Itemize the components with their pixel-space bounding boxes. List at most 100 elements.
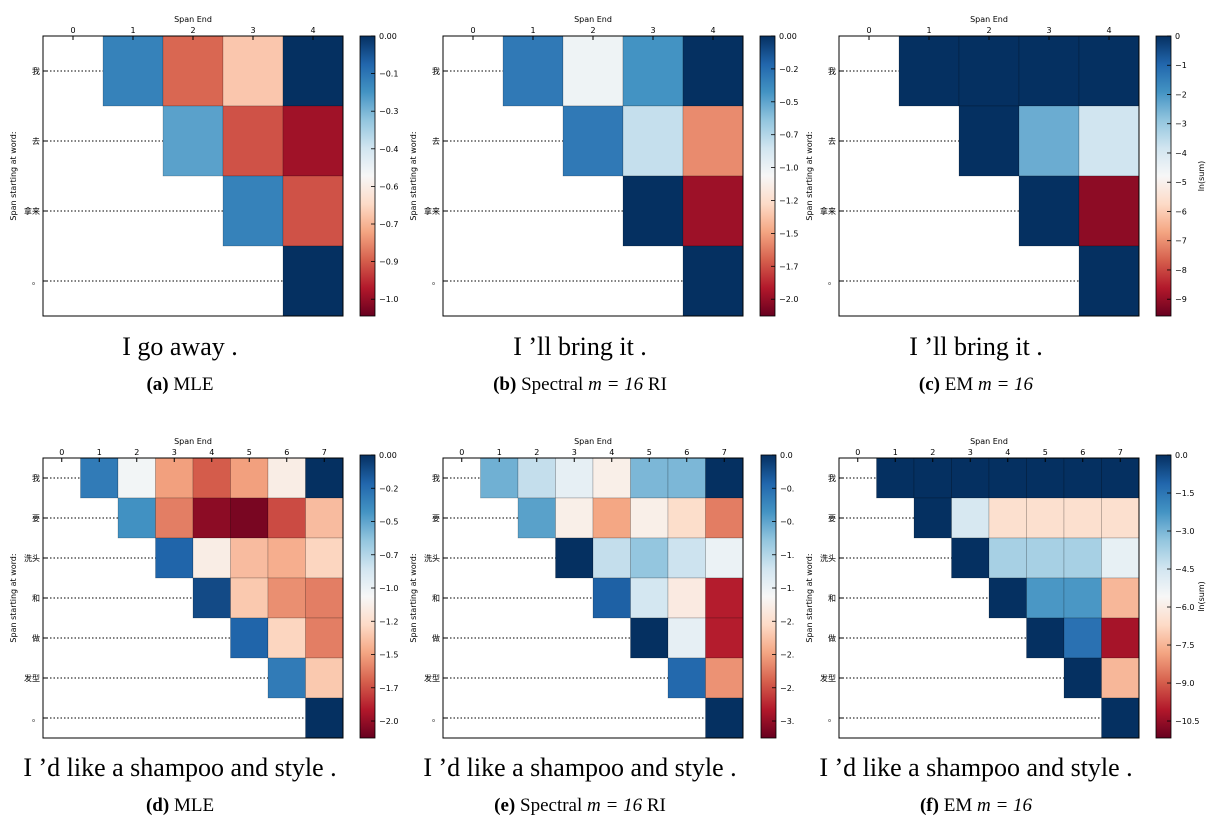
x-tick-label: 3 xyxy=(968,448,973,457)
heatmap-cell xyxy=(667,497,706,539)
x-tick-label: 1 xyxy=(130,26,135,35)
heatmap-cell xyxy=(622,35,684,107)
colorbar-tick-label: 0.00 xyxy=(379,451,397,460)
x-tick-label: 0 xyxy=(866,26,871,35)
caption-math: m = 16 xyxy=(587,795,643,816)
colorbar-tick-label: −1. xyxy=(780,551,794,560)
colorbar xyxy=(1155,454,1172,739)
colorbar-tick-label: −2. xyxy=(780,684,794,693)
heatmap-cell xyxy=(1101,537,1140,579)
heatmap-cell xyxy=(155,457,194,499)
y-tick-label: 我 xyxy=(432,66,440,76)
x-tick-label: 0 xyxy=(459,448,464,457)
heatmap-cell xyxy=(267,457,306,499)
heatmap-cell xyxy=(102,35,164,107)
colorbar-tick-label: −4.5 xyxy=(1175,565,1194,574)
x-tick-label: 2 xyxy=(986,26,991,35)
x-tick-label: 4 xyxy=(209,448,214,457)
y-tick-label: 去 xyxy=(32,136,40,146)
caption-sentence: I ’d like a shampoo and style . xyxy=(819,753,1132,782)
y-tick-label: 发型 xyxy=(820,673,836,683)
x-tick-label: 0 xyxy=(70,26,75,35)
colorbar-tick-label: 0.00 xyxy=(379,32,397,41)
heatmap-cell xyxy=(667,617,706,659)
y-axis-title: Span starting at word: xyxy=(805,553,814,642)
caption-suffix: RI xyxy=(643,374,667,395)
x-tick-label: 7 xyxy=(1118,448,1123,457)
caption-sentence: I ’ll bring it . xyxy=(513,332,647,361)
x-tick-label: 1 xyxy=(530,26,535,35)
y-axis-title: Span starting at word: xyxy=(409,553,418,642)
colorbar-tick-label: −1.0 xyxy=(379,295,398,304)
y-tick-label: 去 xyxy=(432,136,440,146)
heatmap-cell xyxy=(502,35,564,107)
heatmap-cell xyxy=(630,497,669,539)
y-tick-label: 和 xyxy=(32,594,40,603)
heatmap-cell xyxy=(222,175,284,247)
caption-letter: (f) xyxy=(920,795,939,816)
caption-letter: (d) xyxy=(146,795,169,816)
heatmap-cell xyxy=(1101,497,1140,539)
heatmap-cell xyxy=(988,497,1027,539)
x-axis-title: Span End xyxy=(970,15,1008,24)
x-tick-label: 2 xyxy=(134,448,139,457)
heatmap-cell xyxy=(1101,457,1140,499)
colorbar-tick-label: −0.4 xyxy=(379,145,398,154)
heatmap-cell xyxy=(230,577,269,619)
colorbar xyxy=(1155,35,1172,317)
y-tick-label: 。 xyxy=(432,714,440,723)
heatmap-cell xyxy=(1078,35,1140,107)
x-tick-label: 1 xyxy=(497,448,502,457)
colorbar-tick-label: −9.0 xyxy=(1175,679,1194,688)
y-tick-label: 。 xyxy=(432,277,440,286)
heatmap-cell xyxy=(667,537,706,579)
y-tick-label: 做 xyxy=(432,633,440,643)
colorbar-tick-label: 0.00 xyxy=(779,32,797,41)
colorbar-tick-label: −0. xyxy=(780,484,794,493)
x-axis-title: Span End xyxy=(970,437,1008,446)
heatmap-cell xyxy=(682,245,744,317)
y-tick-label: 洗头 xyxy=(820,553,836,563)
caption-sentence: I ’d like a shampoo and style . xyxy=(423,753,736,782)
heatmap-cell xyxy=(705,497,744,539)
heatmap-cell xyxy=(230,497,269,539)
heatmap-cell xyxy=(562,105,624,177)
heatmap-cell xyxy=(705,697,744,739)
caption-method: Spectral xyxy=(515,795,587,816)
y-tick-label: 拿来 xyxy=(424,206,440,216)
heatmap-cell xyxy=(230,537,269,579)
caption-label: (e) Spectral m = 16 RI xyxy=(494,795,666,816)
heatmap-cell xyxy=(951,457,990,499)
caption-method: MLE xyxy=(169,374,214,395)
heatmap-cell xyxy=(592,577,631,619)
heatmap-cell xyxy=(517,457,556,499)
heatmap-cell xyxy=(667,457,706,499)
x-tick-label: 3 xyxy=(572,448,577,457)
colorbar-tick-label: −1.5 xyxy=(1175,489,1194,498)
x-tick-label: 5 xyxy=(1043,448,1048,457)
y-tick-label: 要 xyxy=(32,514,40,523)
heatmap-cell xyxy=(1063,657,1102,699)
heatmap-cell xyxy=(192,497,231,539)
colorbar-tick-label: −2.0 xyxy=(779,295,798,304)
colorbar-tick-label: −4 xyxy=(1175,149,1187,158)
heatmap-cell xyxy=(958,35,1020,107)
y-tick-label: 和 xyxy=(828,594,836,603)
heatmap-cell xyxy=(267,577,306,619)
colorbar-tick-label: −0.2 xyxy=(779,65,798,74)
colorbar xyxy=(359,35,376,317)
heatmap-cell xyxy=(267,657,306,699)
heatmap-cell xyxy=(622,175,684,247)
colorbar-tick-label: −7.5 xyxy=(1175,641,1194,650)
y-tick-label: 发型 xyxy=(24,673,40,683)
caption-letter: (c) xyxy=(919,374,940,395)
heatmap-cell xyxy=(267,497,306,539)
heatmap-cell xyxy=(913,457,952,499)
heatmap-cell xyxy=(682,105,744,177)
caption-label: (f) EM m = 16 xyxy=(920,795,1033,816)
caption-math: m = 16 xyxy=(977,795,1033,816)
colorbar xyxy=(759,35,776,317)
